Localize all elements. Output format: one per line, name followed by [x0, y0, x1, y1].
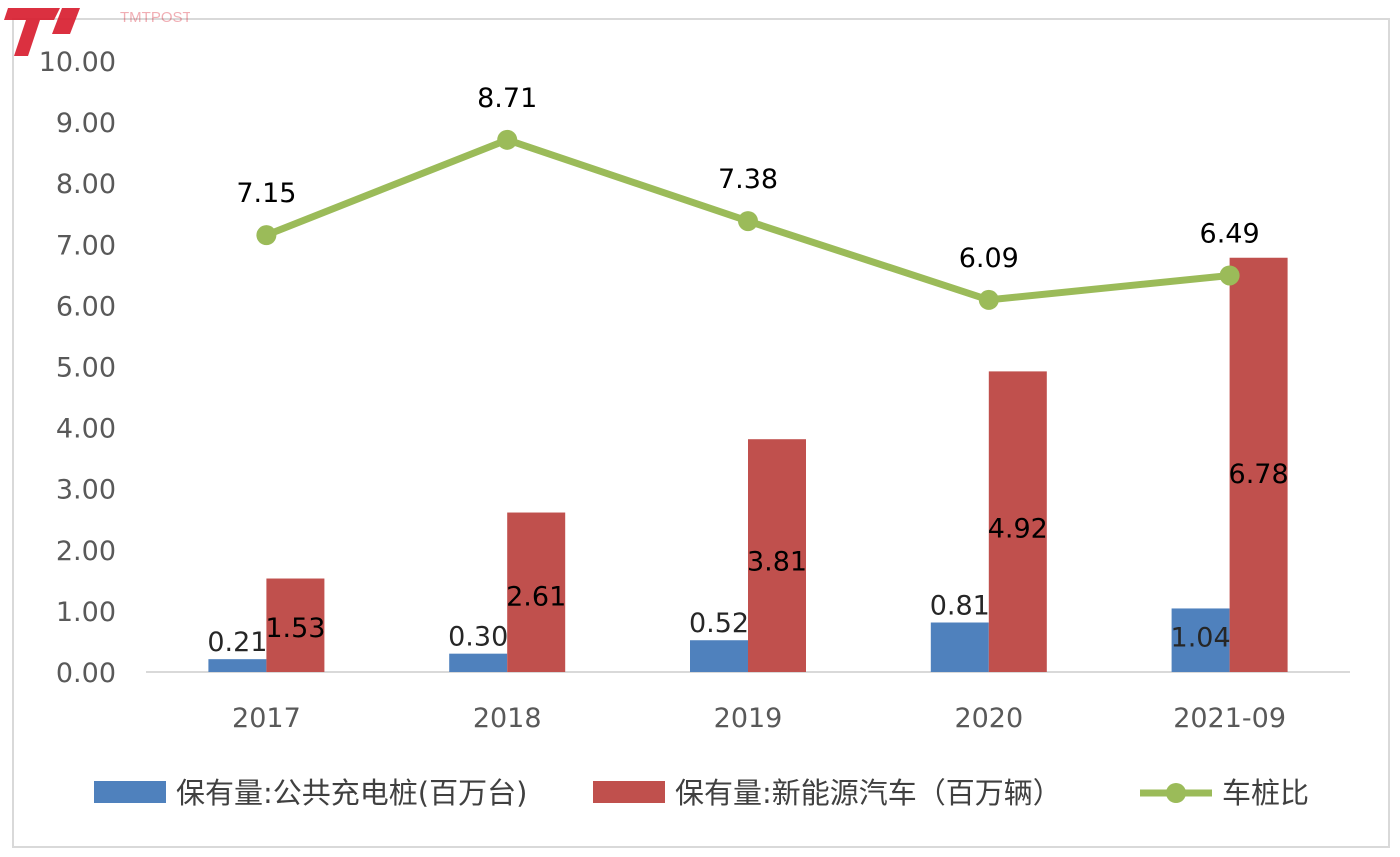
data-label-nev: 4.92 — [988, 514, 1048, 545]
x-tick-label: 2017 — [232, 703, 301, 734]
y-tick-label: 7.00 — [56, 230, 116, 261]
x-tick-label: 2018 — [473, 703, 542, 734]
bar-series-group — [208, 257, 1288, 672]
line-ratio-point — [256, 225, 277, 246]
data-label-nev: 2.61 — [506, 581, 566, 612]
bar-nev — [748, 439, 806, 672]
data-label-nev: 6.78 — [1229, 459, 1289, 490]
bar-charging-piles — [208, 659, 267, 672]
data-label-ratio: 7.38 — [718, 164, 778, 195]
line-series-group — [256, 129, 1240, 310]
bar-nev — [266, 578, 325, 672]
y-tick-label: 6.00 — [56, 291, 116, 322]
data-label-charging-piles: 0.81 — [930, 591, 990, 622]
watermark-text: TMTPOST — [120, 9, 190, 26]
legend: 保有量:公共充电桩(百万台) 保有量:新能源汽车（百万辆） 车桩比 — [94, 776, 1309, 810]
y-tick-label: 0.00 — [56, 658, 116, 689]
legend-swatch-charging-piles — [94, 781, 166, 803]
data-label-ratio: 8.71 — [477, 83, 537, 114]
data-label-nev: 1.53 — [265, 613, 325, 644]
chart-frame — [12, 18, 1390, 848]
bar-nev — [1229, 257, 1288, 672]
bar-nev — [988, 371, 1047, 672]
data-label-charging-piles: 0.52 — [689, 608, 749, 639]
y-tick-label: 1.00 — [56, 597, 116, 628]
y-tick-label: 8.00 — [56, 169, 116, 200]
x-tick-label: 2020 — [954, 703, 1023, 734]
bar-charging-piles — [690, 640, 748, 672]
data-label-nev: 3.81 — [747, 546, 807, 577]
y-tick-label: 4.00 — [56, 414, 116, 445]
line-ratio-point — [978, 289, 999, 310]
legend-label-ratio: 车桩比 — [1222, 776, 1309, 810]
data-label-charging-piles: 0.21 — [207, 627, 267, 658]
legend-label-nev: 保有量:新能源汽车（百万辆） — [675, 776, 1062, 810]
bar-charging-piles — [930, 622, 989, 672]
line-ratio-point — [738, 211, 758, 232]
y-axis: 0.00 1.00 2.00 3.00 4.00 5.00 6.00 7.00 8.00 9.00… — [39, 47, 116, 689]
y-tick-label: 3.00 — [56, 475, 116, 506]
data-label-charging-piles: 1.04 — [1171, 622, 1231, 653]
y-tick-label: 5.00 — [56, 353, 116, 384]
y-tick-label: 10.00 — [39, 47, 116, 78]
data-label-ratio: 7.15 — [236, 178, 296, 209]
y-tick-label: 9.00 — [56, 108, 116, 139]
data-label-charging-piles: 0.30 — [448, 622, 508, 653]
bar-charging-piles — [1171, 608, 1230, 672]
line-ratio-point — [497, 129, 518, 150]
x-tick-label: 2021-09 — [1173, 703, 1286, 734]
legend-marker-ratio — [1166, 783, 1186, 803]
data-label-ratio: 6.49 — [1200, 218, 1260, 249]
legend-label-charging-piles: 保有量:公共充电桩(百万台) — [176, 776, 527, 810]
data-label-ratio: 6.09 — [959, 243, 1019, 274]
watermark-logo-icon: TMTPOST — [4, 8, 190, 56]
bar-nev — [507, 512, 566, 672]
data-labels: 0.21 0.30 0.52 0.81 1.04 1.53 2.61 3.81 4.92 6.78… — [207, 83, 1288, 658]
bar-charging-piles — [449, 653, 508, 672]
legend-swatch-nev — [593, 781, 665, 803]
y-tick-label: 2.00 — [56, 536, 116, 567]
x-axis: 2017 2018 2019 2020 2021-09 — [232, 703, 1286, 734]
line-ratio-point — [1219, 265, 1240, 286]
x-tick-label: 2019 — [714, 703, 783, 734]
